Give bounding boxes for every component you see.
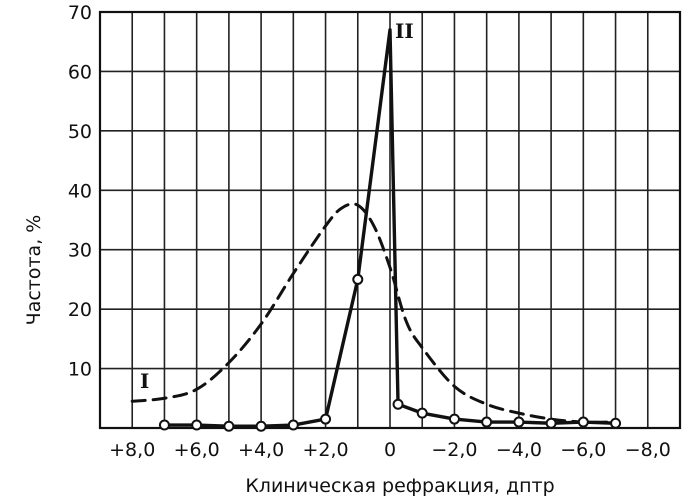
series-II-point <box>513 416 525 428</box>
series-II-point <box>610 417 622 429</box>
series-II-point <box>481 416 493 428</box>
x-tick-label: +2,0 <box>302 439 348 461</box>
series-I-line <box>130 202 618 424</box>
series-II-point <box>448 413 460 425</box>
y-tick-label: 60 <box>68 61 92 83</box>
plot-frame <box>98 10 682 430</box>
series-layer <box>130 28 622 432</box>
chart-grid <box>100 11 680 428</box>
y-tick-label: 50 <box>68 121 92 143</box>
series-II-point <box>158 419 170 431</box>
y-axis-title: Частота, % <box>23 215 45 326</box>
x-axis-title: Клиническая рефракция, дптр <box>245 475 554 497</box>
series-label-I: I <box>140 369 149 393</box>
x-tick-label: 0 <box>384 439 396 461</box>
y-tick-label: 20 <box>68 299 92 321</box>
y-tick-label: 10 <box>68 359 92 381</box>
series-II-point <box>223 420 235 432</box>
y-tick-label: 70 <box>68 2 92 24</box>
series-II-point <box>255 420 267 432</box>
series-II-point <box>416 407 428 419</box>
x-tick-label: −6,0 <box>560 439 606 461</box>
x-tick-label: +8,0 <box>109 439 155 461</box>
series-II-point <box>352 273 364 285</box>
series-II-point <box>577 416 589 428</box>
x-tick-label: +4,0 <box>238 439 284 461</box>
x-tick-label: −8,0 <box>625 439 671 461</box>
tick-layer: +8,0 +6,0 +4,0 +2,0 0 −2,0 −4,0 −6,0 −8,0 10 20 30 4… <box>68 2 671 461</box>
x-tick-label: +6,0 <box>174 439 220 461</box>
series-label-II: II <box>395 19 414 43</box>
x-tick-label: −4,0 <box>496 439 542 461</box>
series-II-point <box>191 419 203 431</box>
series-II-point <box>545 417 557 429</box>
plot-border <box>98 10 682 430</box>
series-II-line <box>164 28 616 428</box>
series-II-point <box>287 419 299 431</box>
y-tick-label: 30 <box>68 240 92 262</box>
y-tick-label: 40 <box>68 180 92 202</box>
series-II-point <box>320 413 332 425</box>
series-II-point <box>392 398 404 410</box>
x-tick-label: −2,0 <box>431 439 477 461</box>
